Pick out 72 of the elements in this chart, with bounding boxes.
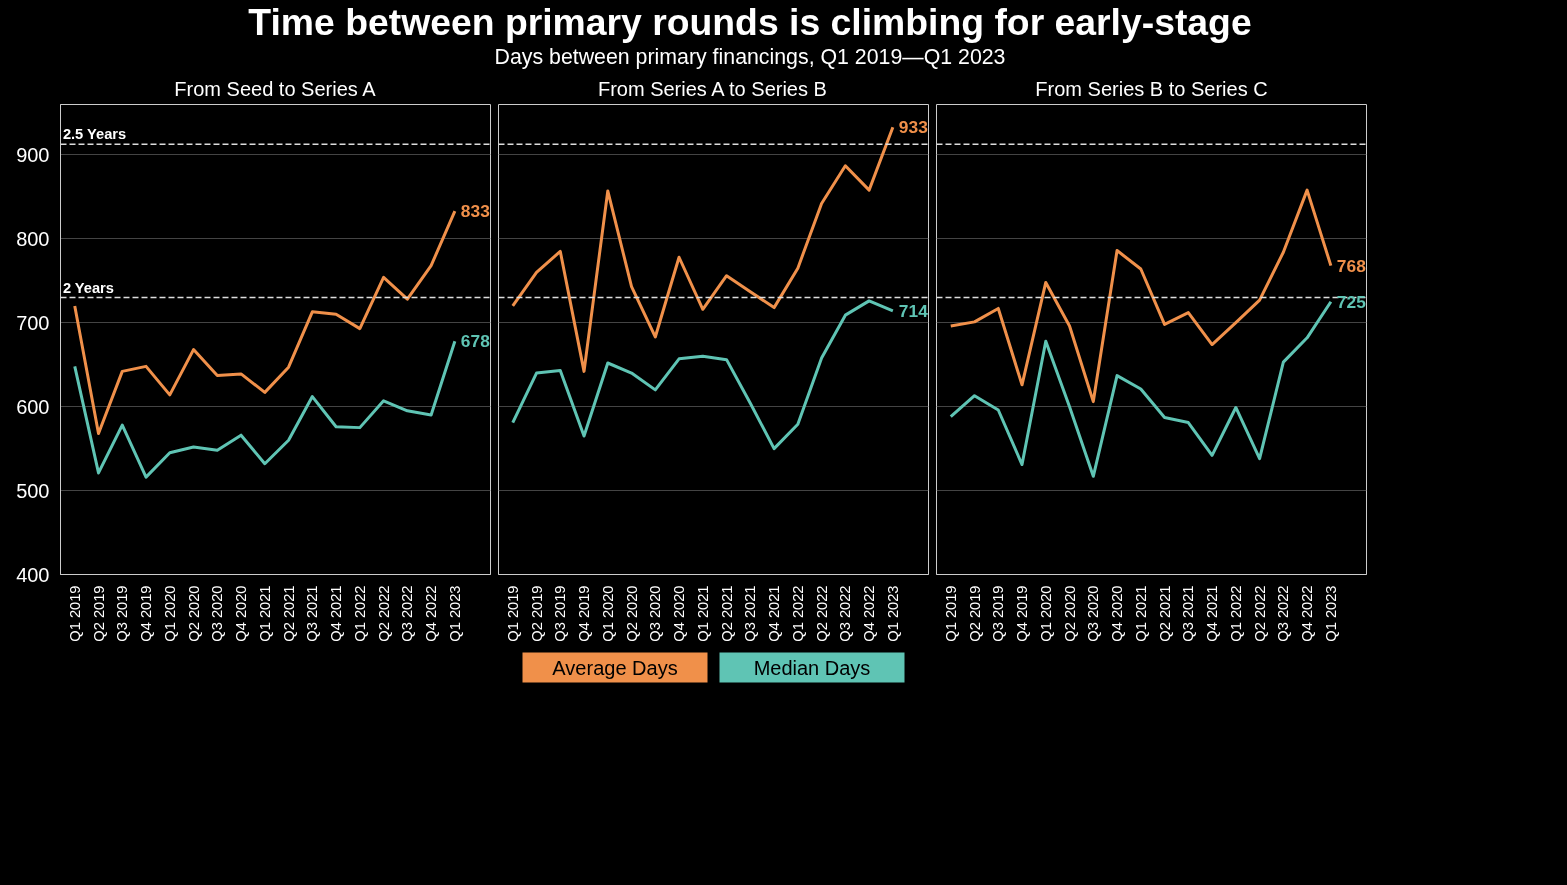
x-tick-label: Q3 2020: [1085, 585, 1102, 643]
x-tick-label: Q1 2021: [256, 585, 273, 643]
x-tick-label: Q4 2021: [1204, 585, 1221, 643]
x-tick-label: Q1 2022: [351, 585, 368, 643]
x-tick-label: Q4 2022: [1299, 585, 1316, 643]
data-label: 833: [460, 201, 491, 222]
text: Average Days: [552, 656, 678, 679]
x-tick-label: Q1 2023: [884, 585, 901, 643]
x-tick-label: Q4 2020: [671, 585, 688, 643]
x-tick-label: Q3 2022: [837, 585, 854, 643]
x-tick-label: Q1 2021: [1132, 585, 1149, 643]
x-tick-label: Q1 2019: [504, 585, 521, 643]
x-tick-label: Q2 2021: [718, 585, 735, 643]
data-label: 678: [460, 331, 491, 352]
chart-title: From Series B to Series C: [1035, 77, 1268, 100]
text: Median Days: [753, 656, 871, 679]
x-tick-label: Q2 2021: [280, 585, 297, 643]
x-tick-label: Q3 2019: [114, 585, 131, 643]
x-tick-label: Q2 2020: [623, 585, 640, 643]
x-tick-label: Q4 2019: [576, 585, 593, 643]
y-tick-label: 800: [16, 228, 50, 251]
x-tick-label: Q3 2020: [647, 585, 664, 643]
x-tick-label: Q2 2019: [528, 585, 545, 643]
x-tick-label: Q4 2022: [423, 585, 440, 643]
x-tick-label: Q2 2020: [1061, 585, 1078, 643]
x-tick-label: Q3 2022: [1275, 585, 1292, 643]
x-tick-label: Q1 2020: [599, 585, 616, 643]
x-tick-label: Q4 2021: [328, 585, 345, 643]
data-label: 768: [1336, 256, 1367, 277]
x-tick-label: Q1 2022: [789, 585, 806, 643]
chart-title: From Series A to Series B: [597, 77, 827, 100]
x-tick-label: Q3 2021: [1180, 585, 1197, 643]
ref-line-label: 2.5 Years: [62, 126, 127, 143]
x-tick-label: Q2 2022: [1251, 585, 1268, 643]
y-tick-label: 700: [16, 312, 50, 335]
x-tick-label: Q3 2019: [990, 585, 1007, 643]
x-tick-label: Q1 2019: [942, 585, 959, 643]
x-tick-label: Q1 2020: [161, 585, 178, 643]
x-tick-label: Q2 2020: [185, 585, 202, 643]
y-tick-label: 500: [16, 479, 50, 502]
x-tick-label: Q2 2022: [813, 585, 830, 643]
data-label: 714: [898, 301, 929, 322]
x-tick-label: Q1 2023: [1322, 585, 1339, 643]
x-tick-label: Q3 2019: [552, 585, 569, 643]
x-tick-label: Q3 2022: [399, 585, 416, 643]
x-tick-label: Q4 2021: [766, 585, 783, 643]
x-tick-label: Q3 2021: [742, 585, 759, 643]
text: Days between primary financings, Q1 2019—Q1 2023: [494, 44, 1006, 71]
chart-title: From Seed to Series A: [174, 77, 377, 100]
x-tick-label: Q1 2019: [66, 585, 83, 643]
x-tick-label: Q2 2022: [375, 585, 392, 643]
x-tick-label: Q4 2020: [1109, 585, 1126, 643]
x-tick-label: Q2 2019: [966, 585, 983, 643]
x-tick-label: Q2 2019: [90, 585, 107, 643]
x-tick-label: Q1 2022: [1227, 585, 1244, 643]
x-tick-label: Q4 2019: [1014, 585, 1031, 643]
x-tick-label: Q3 2020: [209, 585, 226, 643]
text: Time between primary rounds is climbing for early-stage: [248, 0, 1252, 45]
data-label: 725: [1336, 292, 1367, 313]
y-tick-label: 600: [16, 396, 50, 419]
x-tick-label: Q2 2021: [1156, 585, 1173, 643]
x-tick-label: Q4 2019: [138, 585, 155, 643]
x-tick-label: Q4 2022: [861, 585, 878, 643]
x-tick-label: Q3 2021: [304, 585, 321, 643]
ref-line-label: 2 Years: [62, 279, 114, 296]
data-label: 933: [898, 117, 929, 138]
y-tick-label: 400: [16, 563, 50, 586]
x-tick-label: Q4 2020: [233, 585, 250, 643]
x-tick-label: Q1 2023: [446, 585, 463, 643]
y-tick-label: 900: [16, 144, 50, 167]
x-tick-label: Q1 2021: [694, 585, 711, 643]
x-tick-label: Q1 2020: [1037, 585, 1054, 643]
